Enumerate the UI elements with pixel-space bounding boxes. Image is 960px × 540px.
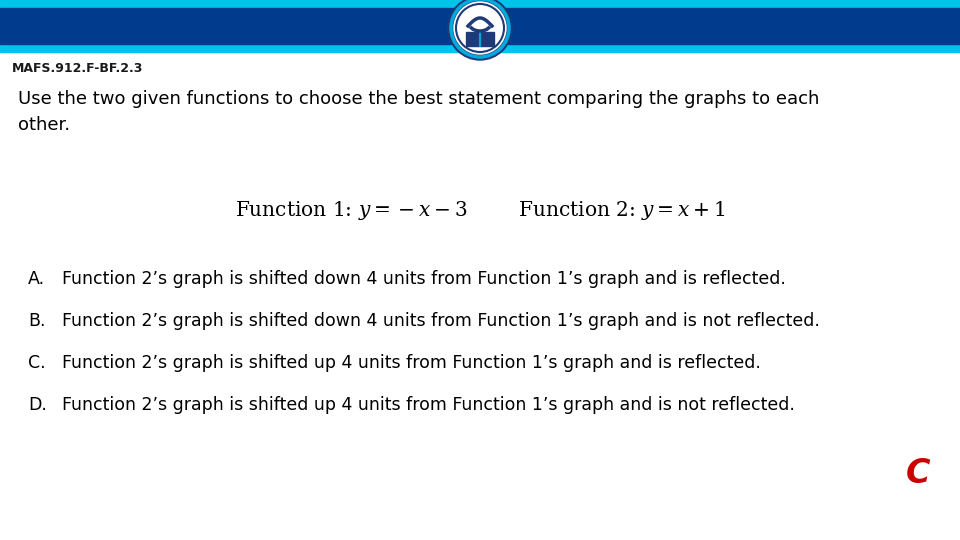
Text: Function 2’s graph is shifted up 4 units from Function 1’s graph and is reflecte: Function 2’s graph is shifted up 4 units…	[62, 354, 761, 372]
Text: D.: D.	[28, 396, 47, 414]
Text: Function 2’s graph is shifted up 4 units from Function 1’s graph and is not refl: Function 2’s graph is shifted up 4 units…	[62, 396, 795, 414]
Text: Function 2’s graph is shifted down 4 units from Function 1’s graph and is reflec: Function 2’s graph is shifted down 4 uni…	[62, 270, 786, 288]
Text: A.: A.	[28, 270, 45, 288]
Text: Function 1: $y = -x - 3$        Function 2: $y = x + 1$: Function 1: $y = -x - 3$ Function 2: $y …	[235, 199, 725, 221]
Bar	[466, 32, 494, 46]
Circle shape	[448, 0, 512, 60]
Text: B.: B.	[28, 312, 45, 330]
Text: Function 2’s graph is shifted down 4 units from Function 1’s graph and is not re: Function 2’s graph is shifted down 4 uni…	[62, 312, 820, 330]
Text: MAFS.912.F-BF.2.3: MAFS.912.F-BF.2.3	[12, 62, 143, 75]
Bar	[0, 0, 960, 52]
Bar	[0, 8, 960, 44]
Circle shape	[454, 2, 506, 54]
Text: C: C	[905, 457, 930, 490]
Text: other.: other.	[18, 116, 70, 134]
Text: Use the two given functions to choose the best statement comparing the graphs to: Use the two given functions to choose th…	[18, 90, 820, 108]
Text: C.: C.	[28, 354, 46, 372]
